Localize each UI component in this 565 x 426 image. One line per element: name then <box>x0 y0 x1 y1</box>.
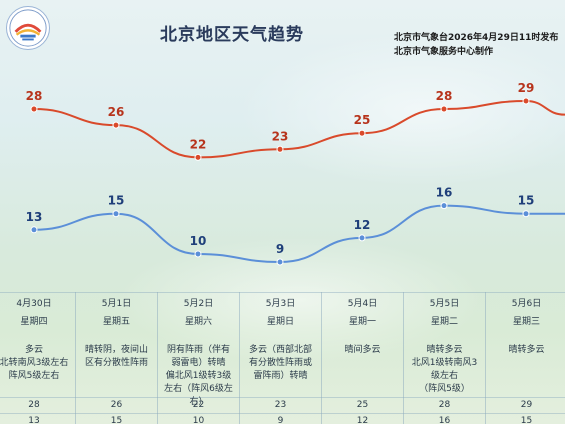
high-temp-label: 26 <box>108 105 125 119</box>
forecast-date: 5月2日 <box>183 299 214 309</box>
forecast-weekday: 星期二 <box>430 317 458 327</box>
forecast-low: 15 <box>520 416 533 426</box>
high-temp-label: 28 <box>26 89 43 103</box>
low-temp-label: 12 <box>354 218 371 232</box>
low-temp-point <box>358 234 366 242</box>
low-temp-point <box>194 250 202 258</box>
forecast-day-column: 5月2日星期六阴有阵雨（伴有 弱雷电）转晴 偏北风1级转3级 左右（阵风6级左 … <box>157 292 239 426</box>
forecast-date: 5月5日 <box>429 299 460 309</box>
forecast-high: 29 <box>520 400 533 410</box>
forecast-high: 26 <box>110 400 123 410</box>
publisher-line-2: 北京市气象服务中心制作 <box>394 47 494 57</box>
temperature-chart: 28 26 22 23 25 28 29 13 15 10 9 12 16 15 <box>26 81 565 266</box>
low-temp-label: 15 <box>518 194 535 208</box>
high-temp-label: 25 <box>354 113 371 127</box>
low-temp-point <box>112 210 120 218</box>
low-temp-label: 10 <box>190 234 207 248</box>
forecast-day-column: 5月6日星期三晴转多云 29 15 <box>485 292 565 426</box>
forecast-description: 晴转多云 北风1级转南风3 级左右 （阵风5级） <box>411 345 478 394</box>
forecast-description: 阴有阵雨（伴有 弱雷电）转晴 偏北风1级转3级 左右（阵风6级左 右） <box>164 345 233 407</box>
high-temp-label: 29 <box>518 81 535 95</box>
high-temp-point <box>522 97 530 105</box>
forecast-weekday: 星期五 <box>102 317 130 327</box>
high-temp-point <box>440 105 448 113</box>
forecast-high: 28 <box>28 400 40 410</box>
low-temp-label: 15 <box>108 194 125 208</box>
forecast-day-column: 5月5日星期二晴转多云 北风1级转南风3 级左右 （阵风5级） 28 16 <box>403 292 485 426</box>
chart-title: 北京地区天气趋势 <box>160 25 304 45</box>
forecast-low: 12 <box>356 416 369 426</box>
low-temp-point <box>30 226 38 234</box>
forecast-weekday: 星期三 <box>512 317 540 327</box>
high-temp-point <box>112 121 120 129</box>
high-temp-point <box>358 129 366 137</box>
publisher-line-1: 北京市气象台2026年4月29日11时发布 <box>394 33 559 43</box>
forecast-date: 5月4日 <box>347 299 378 309</box>
forecast-day-column: 4月30日星期四多云 北转南风3级左右 阵风5级左右 28 13 <box>0 292 75 426</box>
forecast-weekday: 星期四 <box>20 317 48 327</box>
forecast-day-column: 5月4日星期一晴间多云 25 12 <box>321 292 403 426</box>
forecast-description: 晴间多云 <box>344 345 381 355</box>
forecast-weekday: 星期一 <box>348 317 376 327</box>
forecast-low: 16 <box>438 416 451 426</box>
low-temp-point <box>276 258 284 266</box>
forecast-high: 28 <box>438 400 451 410</box>
high-temp-line <box>33 99 565 159</box>
high-temp-point <box>194 153 202 161</box>
weather-service-logo <box>6 6 50 50</box>
low-temp-point <box>522 210 530 218</box>
forecast-description: 多云 北转南风3级左右 阵风5级左右 <box>0 345 69 381</box>
forecast-date: 5月6日 <box>511 299 542 309</box>
forecast-low: 13 <box>28 416 40 426</box>
forecast-low: 15 <box>110 416 123 426</box>
high-temp-point <box>30 105 38 113</box>
low-temp-label: 13 <box>26 210 43 224</box>
forecast-day-column: 5月1日星期五晴转阴，夜间山 区有分散性阵雨 26 15 <box>75 292 157 426</box>
low-temp-point <box>440 202 448 210</box>
low-temp-line <box>33 204 565 264</box>
low-temp-label: 9 <box>276 242 284 256</box>
forecast-high: 22 <box>192 400 205 410</box>
forecast-date: 4月30日 <box>16 299 52 309</box>
forecast-date: 5月1日 <box>101 299 132 309</box>
forecast-low: 10 <box>192 416 205 426</box>
high-temp-label: 22 <box>190 137 207 151</box>
forecast-weekday: 星期日 <box>266 317 294 327</box>
forecast-weekday: 星期六 <box>184 317 212 327</box>
forecast-day-column: 5月3日星期日多云（西部北部 有分散性阵雨或 雷阵雨）转晴 23 9 <box>239 292 321 426</box>
low-temp-label: 16 <box>436 186 453 200</box>
forecast-date: 5月3日 <box>265 299 296 309</box>
forecast-low: 9 <box>277 416 284 426</box>
forecast-table: 4月30日星期四多云 北转南风3级左右 阵风5级左右 28 13 5月1日星期五晴转阴… <box>0 292 565 426</box>
forecast-description: 晴转阴，夜间山 区有分散性阵雨 <box>84 345 148 368</box>
forecast-description: 晴转多云 <box>508 345 545 355</box>
high-temp-label: 23 <box>272 129 289 143</box>
forecast-high: 23 <box>274 400 287 410</box>
forecast-high: 25 <box>356 400 369 410</box>
high-temp-label: 28 <box>436 89 453 103</box>
high-temp-point <box>276 145 284 153</box>
forecast-description: 多云（西部北部 有分散性阵雨或 雷阵雨）转晴 <box>248 345 312 381</box>
